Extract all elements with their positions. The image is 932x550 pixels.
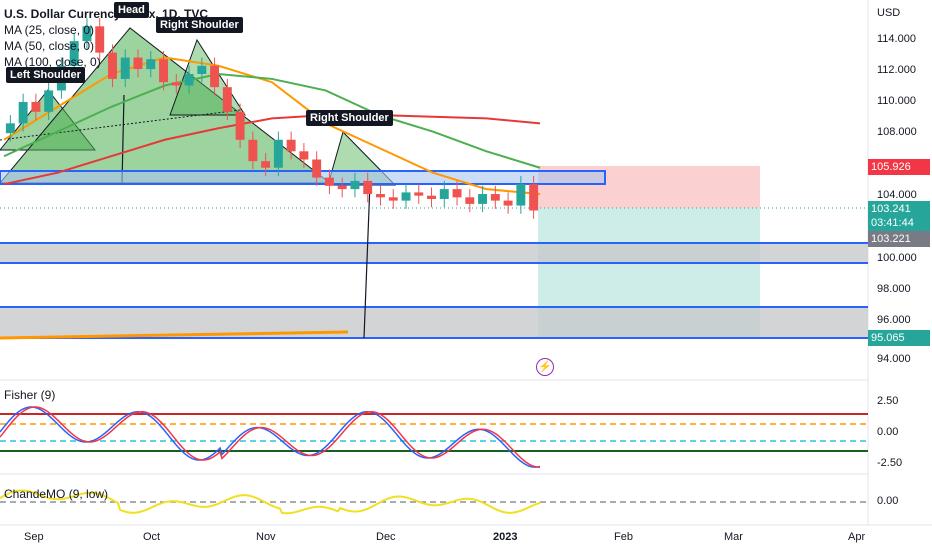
candle[interactable] bbox=[516, 184, 526, 206]
candle[interactable] bbox=[133, 57, 143, 70]
legend-ma100[interactable]: MA (100, close, 0) bbox=[4, 55, 101, 69]
price-tick: 114.000 bbox=[877, 33, 916, 45]
fisher-tick: -2.50 bbox=[877, 457, 903, 469]
chande-tick: 0.00 bbox=[877, 495, 899, 507]
candle[interactable] bbox=[312, 159, 322, 178]
price-tick: 110.000 bbox=[877, 95, 916, 107]
candle[interactable] bbox=[235, 111, 245, 140]
stop-price-tag: 105.926 bbox=[868, 159, 930, 175]
candle[interactable] bbox=[18, 101, 28, 124]
candle[interactable] bbox=[44, 90, 54, 112]
fisher-line[interactable] bbox=[0, 406, 541, 468]
candle[interactable] bbox=[337, 185, 347, 190]
ma25-line[interactable] bbox=[3, 56, 541, 196]
candle[interactable] bbox=[414, 192, 424, 196]
candle[interactable] bbox=[248, 139, 258, 162]
right-shoulder-label-2[interactable]: Right Shoulder bbox=[306, 110, 393, 126]
price-tick: 98.000 bbox=[877, 283, 911, 295]
price-tick: 94.000 bbox=[877, 353, 911, 365]
candle[interactable] bbox=[363, 180, 373, 195]
time-tick: Nov bbox=[256, 531, 276, 543]
candle[interactable] bbox=[159, 59, 168, 83]
candle[interactable] bbox=[299, 151, 309, 160]
countdown-tag: 03:41:44 bbox=[868, 215, 930, 231]
candle[interactable] bbox=[69, 41, 79, 66]
support-zone-2[interactable] bbox=[0, 307, 868, 338]
support-zone-1[interactable] bbox=[0, 243, 868, 263]
candle[interactable] bbox=[261, 161, 271, 168]
head-label[interactable]: Head bbox=[114, 2, 149, 18]
time-tick: Sep bbox=[24, 531, 44, 543]
candle[interactable] bbox=[324, 177, 334, 186]
time-tick: Apr bbox=[848, 531, 866, 543]
candle[interactable] bbox=[120, 57, 130, 79]
candle[interactable] bbox=[490, 194, 500, 201]
price-tick: 104.000 bbox=[877, 189, 917, 201]
price-tick: 108.000 bbox=[877, 126, 917, 138]
candle[interactable] bbox=[108, 52, 117, 79]
candle[interactable] bbox=[146, 59, 156, 70]
inner-neckline bbox=[0, 109, 241, 141]
candle[interactable] bbox=[503, 200, 513, 206]
candle[interactable] bbox=[171, 82, 181, 86]
prev-price-tag: 103.221 bbox=[868, 231, 930, 247]
candle[interactable] bbox=[210, 65, 220, 88]
candle[interactable] bbox=[478, 194, 488, 204]
target-measure-line bbox=[363, 182, 371, 339]
time-tick: Feb bbox=[614, 531, 633, 543]
candle[interactable] bbox=[286, 139, 296, 152]
time-tick: Dec bbox=[376, 531, 396, 543]
head-measure-line bbox=[121, 94, 125, 184]
last-price-tag: 103.241 bbox=[868, 201, 930, 217]
candle[interactable] bbox=[222, 87, 232, 112]
lightning-icon[interactable]: ⚡ bbox=[536, 358, 554, 376]
fisher-label[interactable]: Fisher (9) bbox=[4, 388, 56, 402]
fisher-trigger-line[interactable] bbox=[0, 406, 541, 468]
fisher-tick: 0.00 bbox=[877, 426, 899, 438]
candle[interactable] bbox=[529, 184, 539, 211]
candle[interactable] bbox=[350, 180, 360, 190]
candle[interactable] bbox=[452, 189, 462, 198]
chande-line[interactable] bbox=[0, 489, 541, 515]
chande-label[interactable]: ChandeMO (9, low) bbox=[4, 487, 109, 501]
candle[interactable] bbox=[376, 194, 385, 198]
neckline-box[interactable] bbox=[0, 170, 606, 185]
right-shoulder-label[interactable]: Right Shoulder bbox=[156, 17, 243, 33]
candle[interactable] bbox=[82, 26, 92, 42]
ma100-line[interactable] bbox=[3, 114, 541, 186]
price-tick: 112.000 bbox=[877, 64, 916, 76]
ma50-line[interactable] bbox=[3, 72, 541, 169]
fisher-tick: 2.50 bbox=[877, 395, 899, 407]
left-shoulder-label[interactable]: Left Shoulder bbox=[6, 67, 85, 83]
time-tick: Mar bbox=[724, 531, 743, 543]
legend-ma50[interactable]: MA (50, close, 0) bbox=[4, 39, 95, 53]
candle[interactable] bbox=[31, 101, 41, 112]
candle[interactable] bbox=[95, 26, 105, 53]
candle[interactable] bbox=[427, 195, 436, 199]
price-axis-currency: USD bbox=[877, 7, 901, 19]
candle[interactable] bbox=[273, 139, 283, 168]
target-price-tag: 95.065 bbox=[868, 330, 930, 346]
candle[interactable] bbox=[388, 197, 398, 201]
candle[interactable] bbox=[184, 74, 194, 86]
legend-ma25[interactable]: MA (25, close, 0) bbox=[4, 23, 95, 37]
candle[interactable] bbox=[465, 197, 475, 204]
candle[interactable] bbox=[197, 65, 207, 74]
candle[interactable] bbox=[439, 189, 449, 199]
time-tick: Oct bbox=[143, 531, 161, 543]
candle[interactable] bbox=[401, 192, 411, 201]
price-tick: 96.000 bbox=[877, 314, 911, 326]
time-tick-year: 2023 bbox=[493, 531, 518, 543]
price-tick: 100.000 bbox=[877, 252, 917, 264]
candle[interactable] bbox=[5, 123, 15, 134]
projection-line bbox=[0, 330, 349, 340]
legend: U.S. Dollar Currency Index, 1D, TVC MA (… bbox=[4, 6, 208, 70]
